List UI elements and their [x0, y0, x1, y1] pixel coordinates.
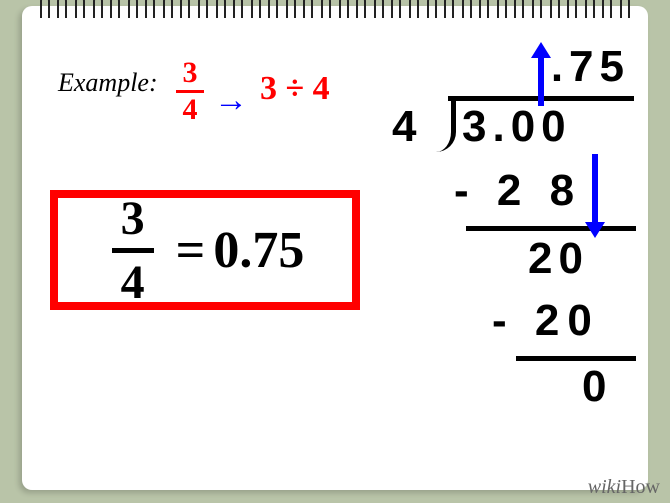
- arrow-right-icon: →: [214, 82, 248, 120]
- arrow-up-icon: [538, 54, 544, 106]
- notepad: Example: 3 4 → 3 ÷ 4 3 4 = 0.75 .75 4 3.…: [22, 6, 648, 490]
- result-box: 3 4 = 0.75: [50, 190, 360, 310]
- frac-denominator: 4: [183, 95, 198, 125]
- watermark: wikiHow: [588, 476, 660, 499]
- quotient: .75: [551, 42, 630, 92]
- content-area: Example: 3 4 → 3 ÷ 4 3 4 = 0.75 .75 4 3.…: [30, 30, 640, 482]
- frac-numerator: 3: [183, 58, 198, 88]
- divisor: 4: [392, 102, 416, 152]
- division-expression: 3 ÷ 4: [260, 70, 330, 108]
- step-line-1: [466, 226, 636, 231]
- watermark-suffix: How: [621, 476, 660, 498]
- step-subtract-2: - 20: [492, 296, 600, 346]
- equals-sign: =: [176, 221, 206, 280]
- arrow-down-icon: [592, 154, 598, 226]
- step-remainder-1: 20: [528, 234, 589, 284]
- step-remainder-2: 0: [582, 362, 606, 412]
- step-line-2: [516, 356, 636, 361]
- step-subtract-1: - 2 8: [454, 166, 582, 216]
- long-division: .75 4 3.00 - 2 8 20 - 20 0: [382, 38, 650, 488]
- example-fraction: 3 4: [176, 58, 204, 125]
- frac-bar: [112, 248, 154, 253]
- frac-numerator: 3: [121, 191, 145, 246]
- result-fraction: 3 4: [112, 191, 154, 310]
- spiral-binding: [22, 4, 648, 32]
- example-label: Example:: [58, 68, 158, 98]
- division-curve: [428, 96, 456, 152]
- dividend: 3.00: [462, 102, 572, 152]
- result-decimal: 0.75: [213, 221, 304, 280]
- frac-denominator: 4: [121, 255, 145, 310]
- watermark-prefix: wiki: [588, 476, 621, 498]
